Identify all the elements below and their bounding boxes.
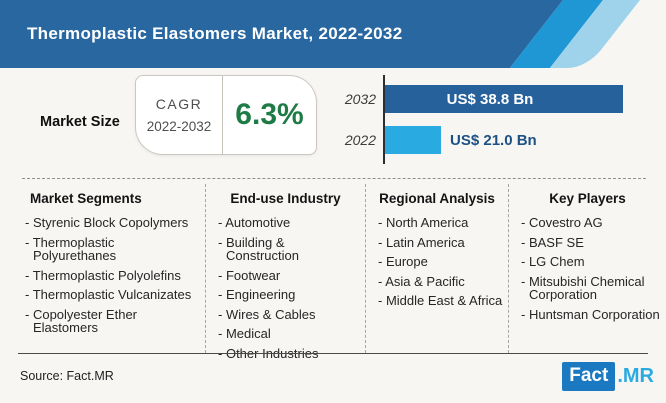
list-item: Europe xyxy=(378,255,504,269)
bar-category-label: 2032 xyxy=(344,91,376,107)
bar-value-2032: US$ 38.8 Bn xyxy=(446,90,534,108)
list-item: Styrenic Block Copolymers xyxy=(25,216,201,230)
segments-section: Market Segments Styrenic Block Copolymer… xyxy=(0,184,666,360)
column-header: Regional Analysis xyxy=(379,191,495,206)
list-item: Asia & Pacific xyxy=(378,274,504,289)
market-size-label: Market Size xyxy=(40,114,120,130)
list-item: Wires & Cables xyxy=(218,307,361,322)
bar-chart: 2032 US$ 38.8 Bn 2022 US$ 21.0 Bn xyxy=(340,75,666,167)
cagr-box: CAGR 2022-2032 6.3% xyxy=(135,75,317,155)
factmr-logo-fact: Fact xyxy=(562,362,616,391)
source-note: Source: Fact.MR xyxy=(20,369,114,383)
bar-2022 xyxy=(385,126,441,154)
list-item: BASF SE xyxy=(521,235,662,250)
list-item: Huntsman Corporation xyxy=(521,307,662,322)
list-item: Copolyester Ether Elastomers xyxy=(25,307,201,335)
title-banner: Thermoplastic Elastomers Market, 2022-20… xyxy=(0,0,666,68)
column-item-list: North America Latin America Europe Asia & P… xyxy=(366,216,508,308)
list-item: Mitsubishi Chemical Corporation xyxy=(521,274,662,302)
column-header: Key Players xyxy=(549,191,626,206)
list-item: Automotive xyxy=(218,216,361,230)
column-item-list: Styrenic Block Copolymers Thermoplastic P… xyxy=(0,216,205,335)
cagr-value: 6.3% xyxy=(235,98,304,131)
dashed-separator xyxy=(22,178,646,179)
page-title: Thermoplastic Elastomers Market, 2022-20… xyxy=(27,24,403,43)
factmr-logo-mr: .MR xyxy=(617,365,654,387)
column-regional-analysis: Regional Analysis North America Latin Ame… xyxy=(365,184,508,353)
list-item: Engineering xyxy=(218,288,361,302)
bar-row-2032: 2032 US$ 38.8 Bn xyxy=(340,85,623,113)
column-header: End-use Industry xyxy=(230,191,341,206)
bar-value-2022: US$ 21.0 Bn xyxy=(450,131,537,149)
list-item: Footwear xyxy=(218,268,361,283)
column-header: Market Segments xyxy=(30,191,142,206)
footer-divider xyxy=(18,353,648,354)
chart-axis xyxy=(383,75,385,164)
column-end-use-industry: End-use Industry Automotive Building & Co… xyxy=(205,184,365,360)
column-item-list: Automotive Building & Construction Footwea… xyxy=(206,216,365,360)
list-item: Thermoplastic Polyolefins xyxy=(25,268,201,283)
cagr-label: CAGR xyxy=(155,96,203,112)
list-item: North America xyxy=(378,216,504,230)
column-item-list: Covestro AG BASF SE LG Chem Mitsubishi Chem… xyxy=(509,216,666,321)
list-item: Covestro AG xyxy=(521,216,662,230)
bar-row-2022: 2022 US$ 21.0 Bn xyxy=(340,126,537,154)
list-item: Thermoplastic Vulcanizates xyxy=(25,288,201,302)
list-item: Latin America xyxy=(378,235,504,250)
list-item: Thermoplastic Polyurethanes xyxy=(25,235,201,263)
list-item: Medical xyxy=(218,327,361,341)
factmr-logo: Fact .MR xyxy=(562,362,654,391)
list-item: LG Chem xyxy=(521,255,662,269)
bar-category-label: 2022 xyxy=(344,132,376,148)
list-item: Middle East & Africa xyxy=(378,294,504,308)
bar-2032: US$ 38.8 Bn xyxy=(385,85,623,113)
list-item: Building & Construction xyxy=(218,235,361,263)
column-key-players: Key Players Covestro AG BASF SE LG Chem Mit… xyxy=(508,184,666,353)
column-market-segments: Market Segments Styrenic Block Copolymer… xyxy=(0,184,205,353)
cagr-left-cell: CAGR 2022-2032 xyxy=(136,76,223,154)
cagr-period: 2022-2032 xyxy=(146,119,212,134)
